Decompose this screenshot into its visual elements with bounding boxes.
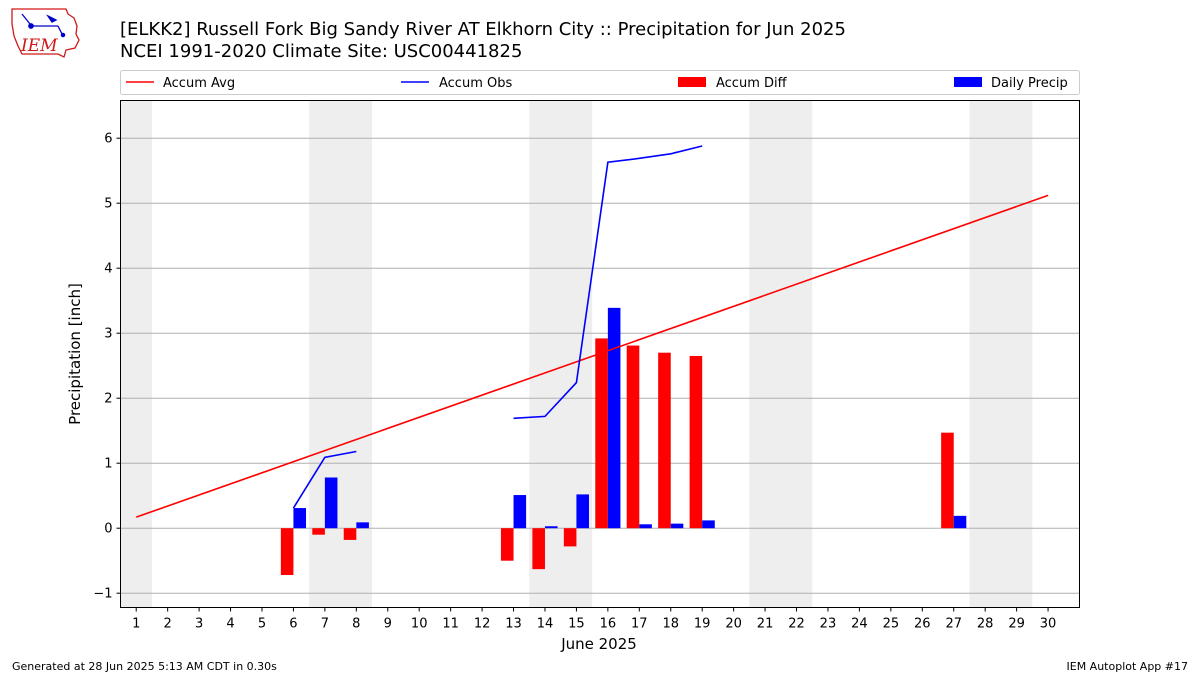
y-axis-label: Precipitation [inch] [66, 283, 84, 425]
daily-precip-bar [607, 307, 621, 529]
x-tick-label: 1 [132, 617, 140, 632]
daily-precip-bar [293, 508, 307, 529]
daily-precip-bar [953, 515, 967, 529]
x-tick-label: 8 [352, 617, 360, 632]
accum-diff-bar [626, 345, 640, 529]
legend-label-accum-obs: Accum Obs [439, 76, 512, 91]
x-tick-label: 20 [725, 617, 742, 632]
weekend-shade [749, 100, 813, 608]
x-tick-label: 9 [384, 617, 392, 632]
legend-swatch-accum-diff [678, 77, 706, 87]
accum-obs-line [513, 145, 703, 420]
accum-diff-bar [343, 528, 357, 540]
legend-label-accum-diff: Accum Diff [716, 76, 788, 91]
y-tick-label: 0 [104, 522, 112, 537]
x-tick-label: 28 [977, 617, 994, 632]
y-tick-label: 6 [104, 132, 112, 147]
x-tick-label: 12 [474, 617, 491, 632]
weekend-shade [969, 100, 1033, 608]
x-tick-label: 24 [851, 617, 868, 632]
weekend-shade [120, 100, 152, 608]
daily-precip-bar [576, 494, 589, 529]
y-tick-label: 2 [104, 392, 112, 407]
legend-label-daily-precip: Daily Precip [991, 76, 1068, 91]
accum-diff-bar [280, 528, 294, 575]
chart-title-line2: NCEI 1991-2020 Climate Site: USC00441825 [120, 41, 522, 62]
daily-precip-bar [513, 495, 527, 529]
chart-title-line1: [ELKK2] Russell Fork Big Sandy River AT … [120, 19, 846, 40]
accum-diff-bar [658, 352, 671, 529]
x-tick-label: 15 [568, 617, 585, 632]
weather-station-icon [21, 13, 66, 38]
x-tick-label: 16 [600, 617, 617, 632]
legend-swatch-daily-precip [954, 77, 982, 87]
accum-obs-line [292, 450, 357, 509]
x-tick-label: 26 [914, 617, 931, 632]
x-tick-label: 3 [195, 617, 203, 632]
accum-avg-line [135, 194, 1049, 518]
y-tick-label: 4 [104, 262, 112, 277]
y-tick-label: 5 [104, 197, 112, 212]
x-tick-label: 22 [788, 617, 805, 632]
daily-precip-bar [702, 520, 715, 529]
daily-precip-bar [670, 523, 684, 529]
logo-text: IEM [20, 36, 58, 56]
daily-precip-bar [639, 524, 652, 529]
y-tick-label: −1 [93, 587, 112, 602]
accum-diff-bar [500, 528, 514, 561]
x-axis-ticks: 1 2 3 4 5 6 7 8 9 10 11 12 13 14 15 16 17 18 19 20 21 22 23 24 2… [132, 607, 1057, 632]
iem-logo: IEM [11, 8, 80, 58]
x-tick-label: 29 [1008, 617, 1025, 632]
x-tick-label: 10 [411, 617, 428, 632]
x-tick-label: 7 [321, 617, 329, 632]
x-tick-label: 11 [442, 617, 459, 632]
daily-precip-bar [324, 477, 338, 529]
x-tick-label: 4 [226, 617, 234, 632]
accum-diff-bar [941, 432, 954, 529]
plot-frame [120, 100, 1080, 608]
y-tick-label: 3 [104, 327, 112, 342]
x-tick-label: 27 [945, 617, 962, 632]
x-tick-label: 2 [164, 617, 172, 632]
legend-box [120, 70, 1080, 95]
x-tick-label: 13 [505, 617, 522, 632]
y-axis-ticks: −1 0 1 2 3 4 5 6 [93, 132, 121, 602]
accum-diff-bar [532, 528, 545, 570]
y-tick-label: 1 [104, 457, 112, 472]
app-note: IEM Autoplot App #17 [1067, 660, 1189, 673]
x-axis-label: June 2025 [560, 635, 637, 653]
x-tick-label: 23 [820, 617, 837, 632]
x-tick-label: 5 [258, 617, 266, 632]
lines [135, 145, 1049, 518]
iowa-outline [11, 8, 80, 58]
legend: Accum Avg Accum Obs Accum Diff Daily Pre… [120, 70, 1080, 95]
x-tick-label: 6 [289, 617, 297, 632]
x-tick-label: 19 [694, 617, 711, 632]
bars [280, 307, 967, 575]
accum-diff-bar [595, 338, 608, 529]
generated-note: Generated at 28 Jun 2025 5:13 AM CDT in … [12, 660, 277, 673]
x-tick-label: 25 [883, 617, 900, 632]
x-tick-label: 18 [662, 617, 679, 632]
accum-diff-bar [563, 528, 577, 547]
x-tick-label: 14 [537, 617, 554, 632]
x-tick-label: 17 [631, 617, 648, 632]
accum-diff-bar [312, 528, 325, 535]
x-tick-label: 21 [757, 617, 774, 632]
x-tick-label: 30 [1040, 617, 1057, 632]
daily-precip-bar [544, 526, 558, 529]
legend-label-accum-avg: Accum Avg [163, 76, 235, 91]
accum-diff-bar [689, 355, 703, 529]
daily-precip-bar [356, 522, 369, 529]
